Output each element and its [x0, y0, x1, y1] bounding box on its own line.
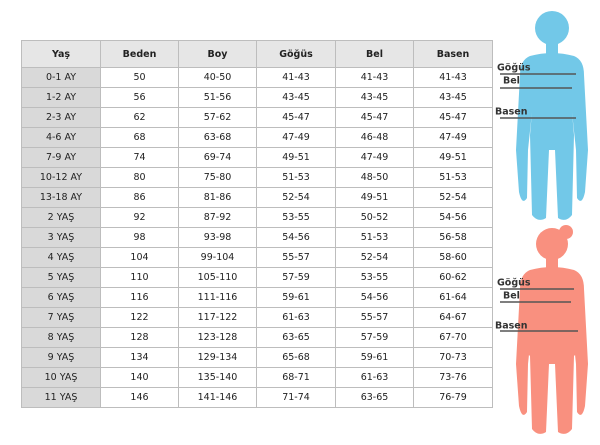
table-row: 7 YAŞ 122 117-122 61-63 55-57 64-67: [21, 307, 493, 328]
girl-figure: [516, 225, 588, 434]
table-row: 11 YAŞ 146 141-146 71-74 63-65 76-79: [21, 387, 493, 408]
label: Bel: [503, 76, 520, 87]
header-cell: Bel: [335, 40, 414, 68]
table-row: 0-1 AY 50 40-50 41-43 41-43 41-43: [21, 67, 493, 88]
table-row: 2-3 AY 62 57-62 45-47 45-47 45-47: [21, 107, 493, 128]
age-cell: 10-12 AY: [21, 167, 101, 188]
header-row: Yaş Beden Boy Göğüs Bel Basen: [21, 40, 493, 68]
table-row: 6 YAŞ 116 111-116 59-61 54-56 61-64: [21, 287, 493, 308]
size-table: Yaş Beden Boy Göğüs Bel Basen 0-1 AY 50 40-50 41…: [21, 40, 493, 408]
age-cell: 7 YAŞ: [21, 307, 101, 328]
boy-figure: [516, 11, 588, 220]
table-row: 5 YAŞ 110 105-110 57-59 53-55 60-62: [21, 267, 493, 288]
header-cell: Yaş: [21, 40, 101, 68]
age-cell: 9 YAŞ: [21, 347, 101, 368]
label: Göğüs: [497, 278, 531, 289]
header-cell: Basen: [413, 40, 493, 68]
table-body: 0-1 AY 50 40-50 41-43 41-43 41-43 1-2 AY 56 51-5…: [21, 67, 493, 408]
age-cell: 0-1 AY: [21, 67, 101, 88]
label: Bel: [503, 291, 520, 302]
table-row: 9 YAŞ 134 129-134 65-68 59-61 70-73: [21, 347, 493, 368]
age-cell: 6 YAŞ: [21, 287, 101, 308]
label: Basen: [495, 321, 528, 332]
header-cell: Boy: [178, 40, 257, 68]
cell: 63-65: [335, 387, 414, 408]
cell: 76-79: [413, 387, 493, 408]
table-row: 8 YAŞ 128 123-128 63-65 57-59 67-70: [21, 327, 493, 348]
age-cell: 11 YAŞ: [21, 387, 101, 408]
age-cell: 13-18 AY: [21, 187, 101, 208]
table-row: 13-18 AY 86 81-86 52-54 49-51 52-54: [21, 187, 493, 208]
age-cell: 3 YAŞ: [21, 227, 101, 248]
age-cell: 7-9 AY: [21, 147, 101, 168]
label: Göğüs: [497, 63, 531, 74]
age-cell: 2 YAŞ: [21, 207, 101, 228]
cell: 146: [100, 387, 179, 408]
label: Basen: [495, 107, 528, 118]
table-row: 10-12 AY 80 75-80 51-53 48-50 51-53: [21, 167, 493, 188]
header-cell: Göğüs: [256, 40, 336, 68]
table-row: 3 YAŞ 98 93-98 54-56 51-53 56-58: [21, 227, 493, 248]
age-cell: 8 YAŞ: [21, 327, 101, 348]
